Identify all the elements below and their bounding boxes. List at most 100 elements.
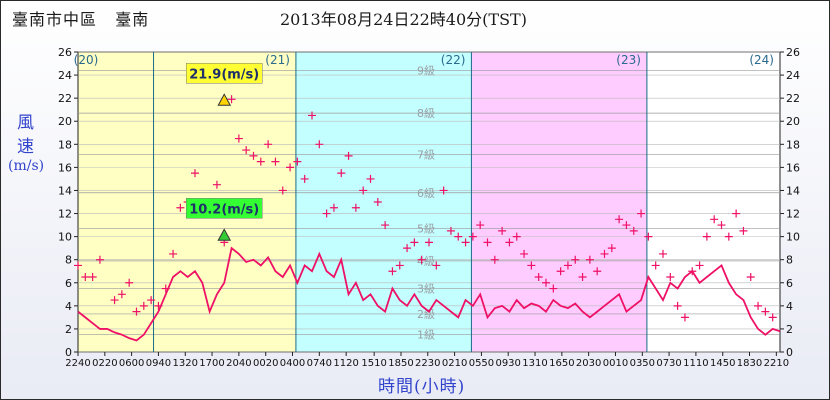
- gust-point: [659, 249, 667, 258]
- gust-point: [739, 226, 748, 235]
- gust-point: [629, 226, 638, 235]
- gust-point: [366, 174, 375, 183]
- x-axis-label: 時間(小時): [378, 377, 466, 397]
- y-tick-label: 24: [58, 69, 72, 82]
- y-tick-label-right: 12: [786, 208, 800, 221]
- gust-point: [278, 186, 287, 195]
- gust-point: [622, 221, 631, 230]
- day-band: [471, 52, 647, 352]
- gust-point: [249, 151, 258, 160]
- y-tick-label-right: 22: [786, 92, 800, 105]
- x-tick-label: 0930: [495, 358, 520, 369]
- x-tick-label: 2040: [226, 358, 251, 369]
- gust-point: [176, 203, 185, 212]
- x-tick-label: 0010: [603, 358, 628, 369]
- day-band: [295, 52, 472, 352]
- gust-point: [154, 301, 163, 310]
- gust-point: [293, 157, 302, 166]
- x-tick-label: 1450: [710, 358, 735, 369]
- y-tick-label: 16: [58, 161, 72, 174]
- gust-point: [461, 238, 470, 247]
- beaufort-label: 8級: [417, 107, 435, 120]
- datetime-title: 2013年08月24日22時40分(TST): [280, 10, 527, 29]
- x-tick-label: 1700: [199, 358, 224, 369]
- gust-point: [710, 215, 719, 224]
- y-tick-label-right: 24: [786, 69, 800, 82]
- gust-point: [432, 261, 441, 270]
- beaufort-label: 2級: [417, 308, 435, 321]
- annotation-box: [186, 198, 263, 219]
- gust-point: [191, 169, 199, 178]
- x-tick-label: 0940: [146, 358, 171, 369]
- gust-point: [139, 301, 148, 310]
- beaufort-label: 1級: [417, 329, 435, 342]
- gust-point: [593, 267, 602, 276]
- gust-point: [315, 140, 324, 149]
- gust-point: [468, 232, 477, 241]
- x-tick-label: 1510: [361, 358, 386, 369]
- gust-point: [651, 261, 660, 270]
- gust-point: [308, 111, 316, 120]
- gust-point: [227, 95, 236, 104]
- y-tick-label: 4: [65, 300, 72, 313]
- gust-point: [359, 186, 368, 195]
- gust-point: [439, 186, 448, 195]
- x-tick-label: 0210: [442, 358, 467, 369]
- gust-point: [110, 296, 119, 305]
- gust-point: [717, 221, 726, 230]
- station-title: 臺南市中區 臺南: [12, 10, 150, 29]
- gust-point: [271, 157, 280, 166]
- gust-point: [425, 238, 433, 247]
- x-tick-label: 2210: [764, 358, 789, 369]
- gust-point: [761, 307, 770, 316]
- y-axis-unit: (m/s): [8, 158, 45, 174]
- x-tick-label: 1310: [522, 358, 547, 369]
- gust-point: [147, 296, 156, 305]
- x-tick-label: 0020: [253, 358, 278, 369]
- annotation-box: [186, 63, 263, 84]
- x-tick-label: 1120: [333, 358, 358, 369]
- beaufort-label: 6級: [417, 187, 435, 200]
- gust-point: [498, 226, 507, 235]
- annotation-label: 10.2(m/s): [189, 202, 259, 217]
- gust-point: [446, 226, 455, 235]
- gust-point: [388, 267, 397, 276]
- gust-point: [212, 180, 221, 189]
- y-tick-label-right: 10: [786, 231, 800, 244]
- day-band: [78, 52, 154, 352]
- gust-point: [242, 146, 251, 155]
- gust-point: [300, 174, 309, 183]
- wind-speed-line: [77, 246, 781, 342]
- gust-point: [578, 273, 587, 281]
- x-tick-label: 2230: [415, 358, 440, 369]
- gust-point: [527, 261, 536, 270]
- gust-point: [615, 215, 624, 224]
- gust-point: [520, 249, 529, 258]
- gust-point: [490, 255, 499, 264]
- gust-point: [95, 255, 104, 264]
- gust-point: [132, 307, 141, 316]
- gust-point: [768, 313, 777, 322]
- x-tick-label: 2240: [65, 358, 90, 369]
- gust-point: [373, 198, 382, 206]
- gust-point: [344, 151, 353, 160]
- x-tick-label: 2030: [576, 358, 601, 369]
- gust-point: [563, 261, 572, 270]
- gust-point: [125, 278, 134, 287]
- gust-point: [417, 255, 426, 264]
- gust-point: [571, 255, 580, 264]
- gust-point: [322, 209, 331, 218]
- y-tick-label: 2: [65, 323, 72, 336]
- gust-point: [381, 221, 390, 230]
- gust-points: [74, 95, 777, 322]
- gust-point: [403, 244, 412, 253]
- gust-point: [117, 290, 126, 299]
- gust-point: [644, 232, 653, 241]
- x-tick-label: 0400: [280, 358, 305, 369]
- beaufort-label: 3級: [417, 283, 435, 296]
- y-tick-label: 12: [58, 208, 72, 221]
- y-tick-label-right: 20: [786, 115, 800, 128]
- gust-point: [88, 273, 97, 281]
- day-label: (20): [74, 53, 99, 67]
- y-tick-label: 0: [65, 346, 72, 359]
